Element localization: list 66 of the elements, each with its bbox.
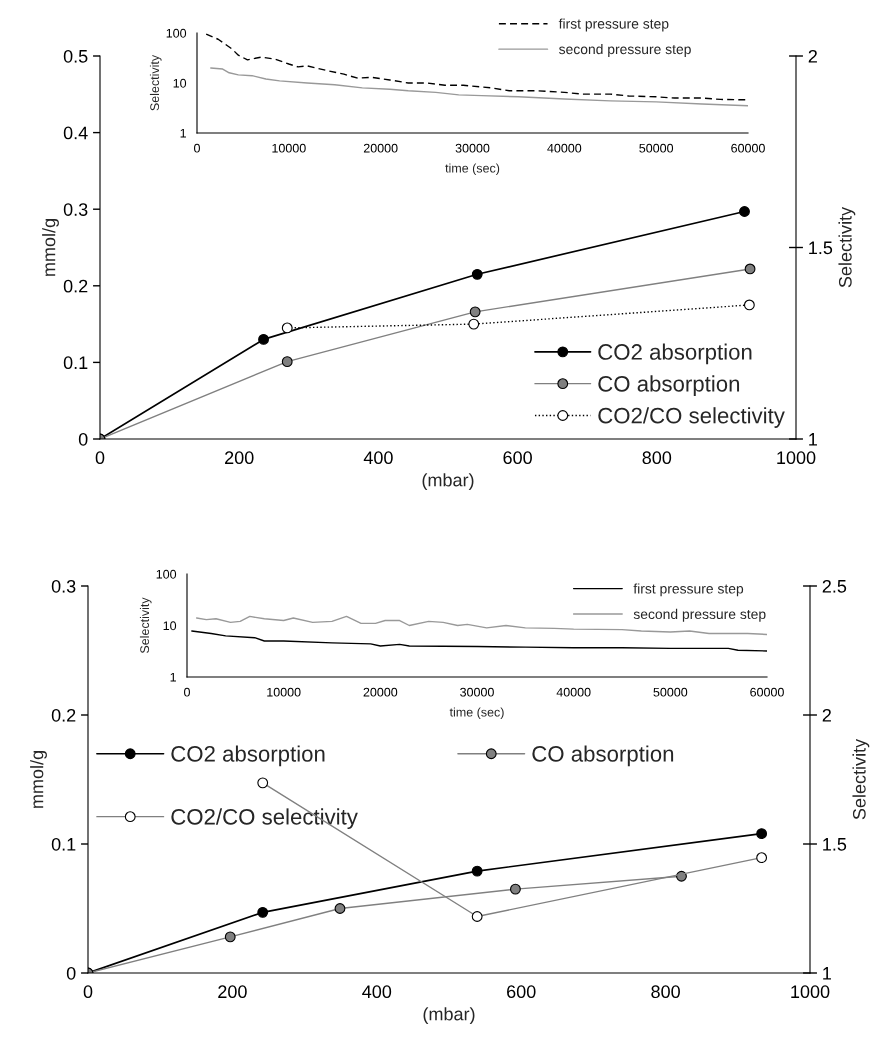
x-tick-label: 0 bbox=[95, 451, 105, 465]
y-tick-label: 0.1 bbox=[51, 837, 76, 851]
y-tick-label: 100 bbox=[166, 28, 187, 38]
y-tick-label: 1 bbox=[180, 128, 186, 138]
y-axis-title: mmol/g bbox=[30, 751, 47, 808]
x-axis-title: (mbar) bbox=[422, 473, 474, 491]
x-tick-label: 50000 bbox=[653, 687, 688, 697]
x-tick-label: 1000 bbox=[777, 451, 816, 465]
legend-label: CO2/CO selectivity bbox=[598, 407, 785, 428]
y2-tick-label: 2.5 bbox=[822, 579, 847, 593]
y-tick-label: 0 bbox=[78, 432, 88, 446]
x-tick-label: 20000 bbox=[363, 143, 398, 153]
y-tick-label: 0.2 bbox=[51, 708, 76, 722]
y2-tick-label: 1.5 bbox=[809, 241, 833, 255]
legend-label: CO2 absorption bbox=[171, 745, 325, 767]
x-tick-label: 50000 bbox=[639, 143, 674, 153]
legend-label: CO absorption bbox=[598, 375, 740, 397]
x-tick-label: 600 bbox=[503, 451, 532, 465]
y-tick-label: 0.4 bbox=[63, 126, 88, 140]
x-tick-label: 800 bbox=[642, 451, 672, 465]
x-tick-label: 30000 bbox=[460, 687, 494, 697]
y2-tick-label: 1.5 bbox=[823, 838, 847, 851]
y-tick-label: 10 bbox=[163, 621, 177, 631]
x-tick-label: 200 bbox=[218, 985, 247, 999]
x-tick-label: 0 bbox=[194, 143, 200, 153]
x-axis-title: time (sec) bbox=[445, 163, 500, 176]
x-tick-label: 40000 bbox=[556, 687, 591, 697]
y-tick-label: 10 bbox=[173, 78, 187, 88]
legend-label: first pressure step bbox=[558, 18, 669, 32]
y-tick-label: 0 bbox=[66, 966, 76, 980]
x-tick-label: 200 bbox=[225, 451, 254, 465]
y-axis-title: Selectivity bbox=[149, 54, 162, 111]
y-tick-label: 100 bbox=[156, 569, 177, 579]
y2-tick-label: 2 bbox=[822, 708, 831, 722]
y-tick-label: 1 bbox=[170, 672, 176, 682]
y2-axis-title: Selectivity bbox=[852, 738, 870, 820]
x-tick-label: 60000 bbox=[731, 143, 765, 153]
y-tick-label: 0.3 bbox=[63, 203, 88, 216]
legend-label: CO2 absorption bbox=[598, 343, 752, 365]
legend-label: CO absorption bbox=[532, 745, 674, 767]
x-tick-label: 800 bbox=[651, 985, 680, 999]
x-tick-label: 10000 bbox=[267, 687, 301, 697]
y2-tick-label: 2 bbox=[808, 49, 817, 63]
x-tick-label: 1000 bbox=[791, 985, 830, 999]
y-tick-label: 0.5 bbox=[63, 49, 88, 63]
x-tick-label: 10000 bbox=[272, 143, 306, 153]
x-tick-label: 60000 bbox=[750, 687, 784, 697]
y-tick-label: 0.3 bbox=[51, 579, 76, 593]
y-tick-label: 0.2 bbox=[63, 279, 88, 293]
y-axis-title: Selectivity bbox=[139, 597, 152, 654]
x-tick-label: 400 bbox=[363, 451, 393, 465]
legend-label: second pressure step bbox=[559, 43, 691, 57]
y2-axis-title: Selectivity bbox=[838, 206, 856, 288]
legend-label: first pressure step bbox=[633, 583, 744, 597]
y-axis-title: mmol/g bbox=[42, 219, 59, 276]
x-axis-title: time (sec) bbox=[449, 707, 504, 720]
x-tick-label: 40000 bbox=[547, 143, 582, 153]
legend-label: second pressure step bbox=[633, 608, 766, 622]
x-axis-title: (mbar) bbox=[423, 1007, 475, 1025]
y-tick-label: 0.1 bbox=[63, 356, 88, 370]
x-tick-label: 400 bbox=[362, 985, 392, 999]
x-tick-label: 20000 bbox=[363, 687, 398, 697]
y2-tick-label: 1 bbox=[823, 967, 831, 980]
x-tick-label: 30000 bbox=[455, 143, 490, 153]
y2-tick-label: 1 bbox=[809, 433, 817, 446]
x-tick-label: 600 bbox=[507, 985, 536, 999]
